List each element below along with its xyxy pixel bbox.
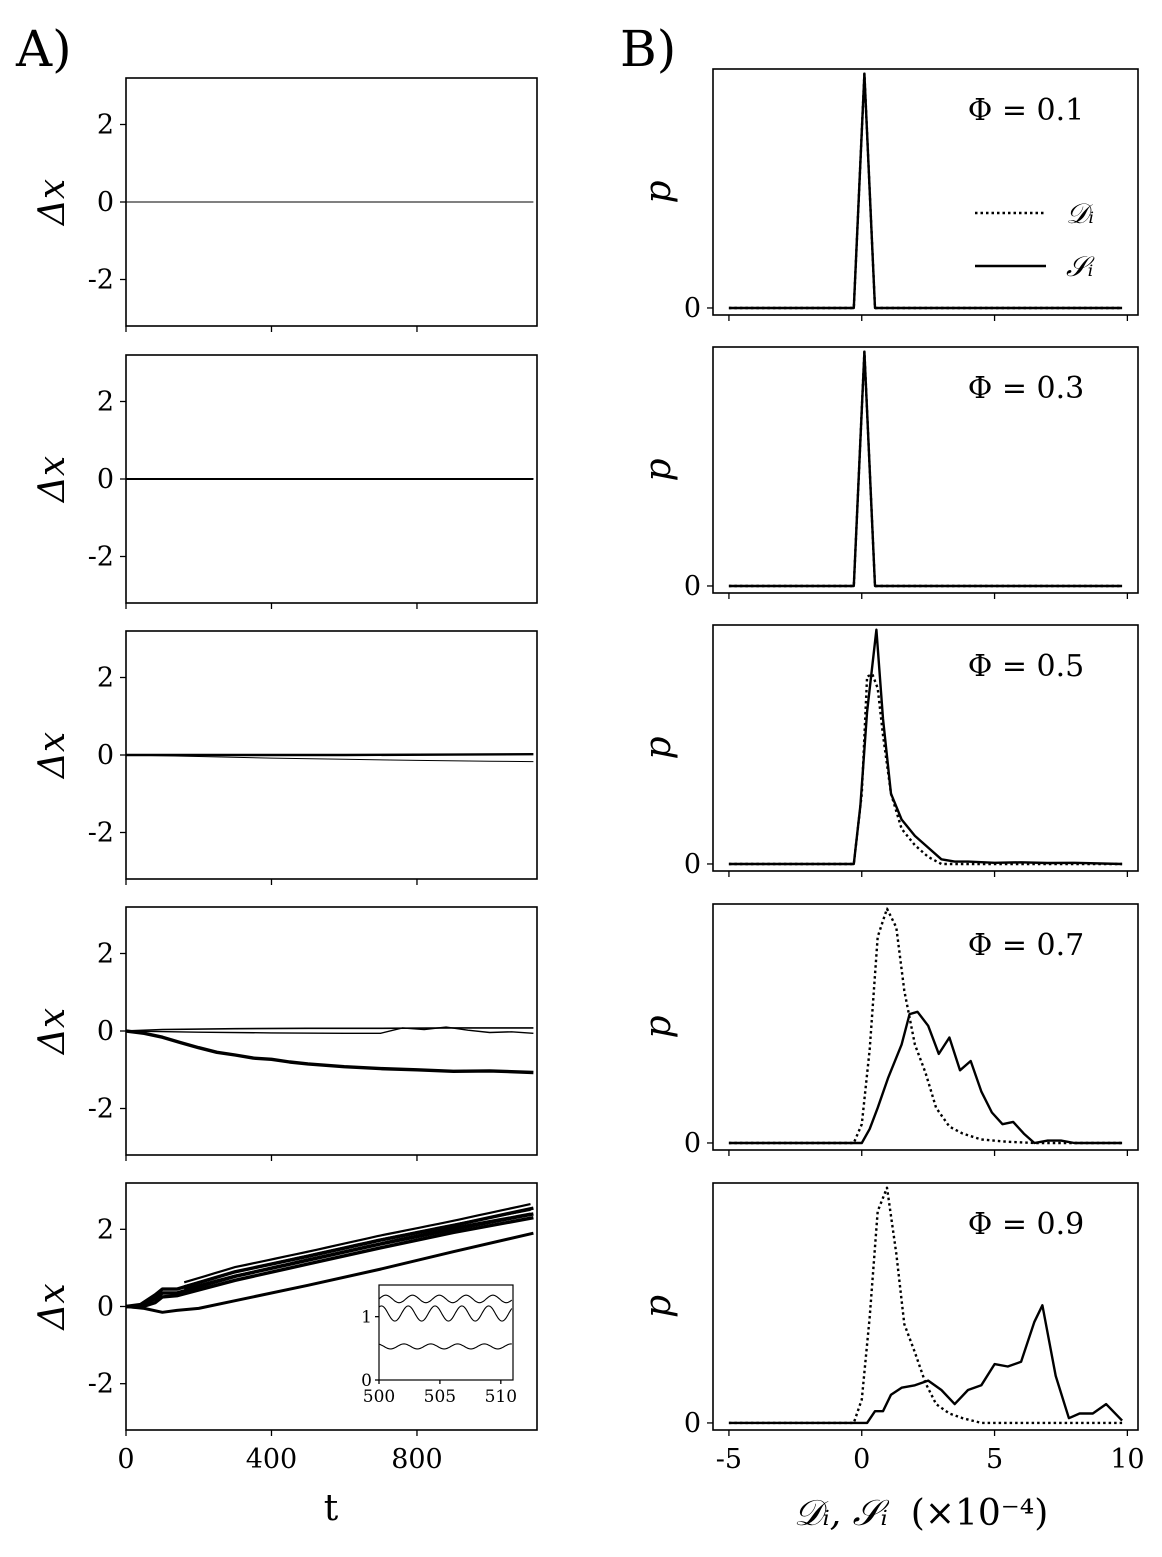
left-column: 2 0 -2 Δx 2 0 -2 Δx 2 0 -2 Δx 2 0 -2 Δx 2 0 -2 0 400 800 Δx 500… [32, 77, 538, 1475]
series-oscillation-3 [183, 1212, 531, 1291]
series-oscillation-1 [183, 1203, 531, 1284]
plot-frame [712, 903, 1139, 1151]
x-tick-label: 400 [246, 1444, 298, 1475]
phi-label: Φ = 0.1 [968, 93, 1085, 128]
panel-letter-a: A) [15, 20, 72, 78]
inset-x-tick-label: 500 [363, 1387, 395, 1407]
y-tick-label: 2 [97, 387, 114, 418]
y-tick-label: 0 [684, 849, 701, 880]
y-tick-label: 0 [684, 571, 701, 602]
series-line-S [728, 1010, 1123, 1145]
right-panel-1: 0 p Φ = 0.1 𝒟ᵢ 𝒮ᵢ [638, 68, 1139, 324]
series-line-S [728, 350, 1123, 588]
series-line-2 [125, 754, 534, 763]
series-line-S [728, 628, 1123, 866]
right-ylabel: p [638, 736, 679, 759]
x-tick-label: 0 [853, 1444, 870, 1475]
inset-frame [378, 1284, 514, 1381]
x-tick-label: 10 [1110, 1444, 1144, 1475]
y-tick-label: -2 [88, 542, 114, 573]
y-tick-label: 0 [97, 740, 114, 771]
series-line-2 [125, 1212, 534, 1309]
right-ylabel: p [638, 1295, 679, 1318]
series-line-2 [125, 1026, 534, 1035]
plot-frame [712, 624, 1139, 872]
y-tick-label: 0 [97, 187, 114, 218]
left-panel-3: 2 0 -2 Δx [32, 630, 538, 885]
y-tick-label: 2 [97, 663, 114, 694]
plot-frame [712, 346, 1139, 594]
y-tick-label: 2 [97, 110, 114, 141]
x-tick-label: -5 [716, 1444, 742, 1475]
y-tick-label: 0 [684, 1408, 701, 1439]
phi-label: Φ = 0.3 [968, 371, 1085, 406]
series-line-S [728, 72, 1123, 310]
y-tick-label: -2 [88, 1369, 114, 1400]
inset-series-line-1 [378, 1294, 513, 1304]
right-panel-3: 0 p Φ = 0.5 [638, 624, 1139, 880]
y-tick-label: 0 [684, 1128, 701, 1159]
plot-frame [712, 1182, 1139, 1431]
legend: 𝒟ᵢ 𝒮ᵢ [975, 197, 1095, 283]
series-line-3 [125, 1029, 534, 1075]
plot-frame [712, 68, 1139, 316]
right-xlabel-unit: (×10⁻⁴) [911, 1493, 1049, 1534]
left-panel-4: 2 0 -2 Δx [32, 906, 538, 1161]
legend-label: 𝒮ᵢ [1066, 250, 1095, 283]
right-xlabel-main: 𝒟ᵢ, 𝒮ᵢ [794, 1493, 890, 1534]
inset-series-line-2 [378, 1305, 513, 1322]
series-line-D [728, 1186, 1123, 1425]
y-tick-label: 0 [97, 464, 114, 495]
left-ylabel: Δx [32, 179, 73, 227]
right-ylabel: p [638, 1015, 679, 1038]
left-panel-1: 2 0 -2 Δx [32, 77, 538, 332]
series-line-D [728, 907, 1123, 1145]
inset-series-line-3 [378, 1343, 512, 1350]
x-tick-label: 5 [986, 1444, 1003, 1475]
x-tick-label: 0 [117, 1444, 134, 1475]
series-line-D [728, 673, 1123, 866]
right-panel-4: 0 p Φ = 0.7 [638, 903, 1139, 1159]
left-ylabel: Δx [32, 456, 73, 504]
left-panel-2: 2 0 -2 Δx [32, 354, 538, 609]
right-ylabel: p [638, 180, 679, 203]
x-tick-label: 800 [391, 1444, 443, 1475]
inset-background [379, 1285, 513, 1380]
y-tick-label: -2 [88, 265, 114, 296]
y-tick-label: 0 [97, 1016, 114, 1047]
y-tick-label: 2 [97, 939, 114, 970]
right-xlabel: 𝒟ᵢ, 𝒮ᵢ (×10⁻⁴) [794, 1493, 1049, 1534]
series-line-1 [126, 753, 534, 757]
left-xlabel: t [324, 1488, 339, 1529]
y-tick-label: 0 [97, 1292, 114, 1323]
inset-y-tick-label: 0 [361, 1371, 372, 1391]
series-oscillation-2 [183, 1208, 531, 1288]
left-panel-5: 2 0 -2 0 400 800 Δx [32, 1182, 538, 1475]
left-ylabel: Δx [32, 1008, 73, 1056]
left-ylabel: Δx [32, 1283, 73, 1331]
legend-label: 𝒟ᵢ [1066, 197, 1094, 230]
y-tick-label: -2 [88, 1094, 114, 1125]
right-column: 0 p Φ = 0.1 𝒟ᵢ 𝒮ᵢ 0 p Φ = 0.3 0 p Φ = 0.5 0 p Φ = 0.7… [638, 68, 1145, 1475]
phi-label: Φ = 0.9 [968, 1207, 1085, 1242]
y-tick-label: 2 [97, 1214, 114, 1245]
right-panel-2: 0 p Φ = 0.3 [638, 346, 1139, 602]
panel-letter-b: B) [620, 20, 676, 78]
phi-label: Φ = 0.5 [968, 649, 1085, 684]
inset-plot: 500 505 510 0 1 [361, 1284, 517, 1407]
inset-x-tick-label: 505 [424, 1387, 456, 1407]
series-line-S [728, 1304, 1123, 1425]
right-panel-5: 0 -5 0 5 10 p Φ = 0.9 [638, 1182, 1145, 1475]
left-ylabel: Δx [32, 732, 73, 780]
inset-x-tick-label: 510 [485, 1387, 517, 1407]
inset-y-tick-label: 1 [361, 1308, 372, 1328]
y-tick-label: 0 [684, 293, 701, 324]
phi-label: Φ = 0.7 [968, 928, 1085, 963]
series-line-4 [125, 1231, 534, 1314]
right-ylabel: p [638, 458, 679, 481]
series-line-3 [125, 1216, 534, 1310]
y-tick-label: -2 [88, 818, 114, 849]
